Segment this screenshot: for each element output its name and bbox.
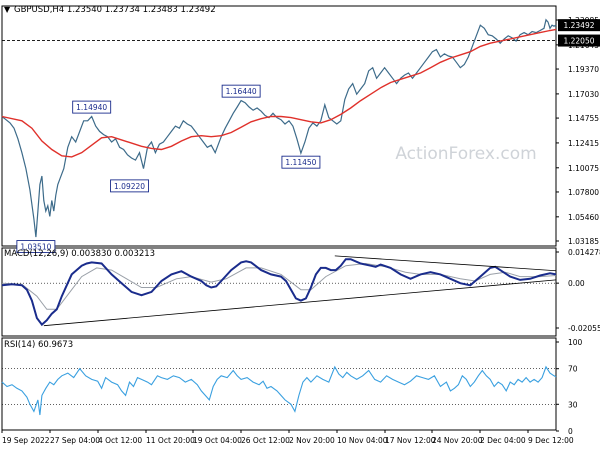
annotation-label: 1.11450 (285, 158, 316, 167)
panel-frames (1, 5, 557, 431)
x-tick-label: 11 Oct 20:00 (146, 436, 195, 445)
macd-y-tick-label: -0.020556 (568, 324, 600, 333)
macd-trendline (334, 255, 557, 272)
annotation-box (281, 155, 321, 169)
price-y-tick-label: 1.19370 (568, 65, 599, 74)
x-tick-label: 9 Dec 12:00 (528, 436, 574, 445)
price-header-text: GBPUSD,H4 1.23540 1.23734 1.23483 1.2349… (14, 5, 216, 15)
price-series-line (1, 18, 557, 238)
macd-line (1, 258, 557, 327)
x-tick-label: 2 Nov 20:00 (289, 436, 335, 445)
rsi-header-text: RSI(14) 60.9673 (4, 340, 73, 350)
price-annotation: 1.09220 (110, 179, 149, 193)
annotation-label: 1.14940 (76, 103, 107, 112)
x-tick-label: 19 Sep 2022 (2, 436, 50, 445)
annotation-box (16, 240, 56, 253)
price-y-tick-label: 1.05460 (568, 213, 599, 222)
price-y-tick-label: 1.12415 (568, 139, 599, 148)
x-tick-label: 26 Oct 12:00 (241, 436, 290, 445)
rsi-y-tick-label: 100 (568, 338, 583, 347)
macd-header-text: MACD(12,26,9) 0.003830 0.003213 (4, 249, 155, 259)
annotation-box (221, 84, 261, 98)
annotation-box (110, 179, 149, 193)
x-tick-label: 19 Oct 04:00 (193, 436, 242, 445)
price-annotation: 1.14940 (72, 100, 112, 114)
annotation-label: 1.16440 (226, 87, 257, 96)
x-tick-label: 2 Dec 04:00 (480, 436, 526, 445)
macd-signal-line (1, 262, 557, 310)
rsi-y-tick-label: 70 (568, 365, 578, 374)
sma-series-line (1, 28, 557, 158)
x-tick-label: 4 Oct 12:00 (98, 436, 142, 445)
price-panel-frame (1, 5, 557, 247)
price-annotation: 1.03510 (16, 240, 56, 253)
annotation-label: 1.09220 (114, 182, 145, 191)
macd-trendline (43, 279, 557, 327)
rsi-y-tick-label: 30 (568, 400, 578, 409)
watermark-layer: ActionForex.com (395, 144, 536, 164)
annotation-box (72, 100, 112, 114)
level-label: 1.22050 (563, 37, 594, 46)
price-annotation: 1.11450 (281, 155, 321, 169)
x-tick-label: 17 Nov 12:00 (385, 436, 436, 445)
panel-headers: ▼ GBPUSD,H4 1.23540 1.23734 1.23483 1.23… (4, 5, 216, 350)
current-price-box (558, 19, 600, 32)
price-y-tick-label: 1.17030 (568, 90, 599, 99)
price-y-tick-label: 1.14755 (568, 114, 599, 123)
rsi-line (1, 365, 557, 416)
price-annotation: 1.16440 (221, 84, 261, 98)
price-header-triangle: ▼ (4, 5, 11, 14)
level-box (558, 34, 600, 47)
macd-panel: 0.014278 0.00 -0.020556 (1, 248, 600, 333)
price-y-tick-label: 1.07800 (568, 188, 599, 197)
x-tick-label: 24 Nov 20:00 (432, 436, 483, 445)
price-y-tick-label: 1.03185 (568, 237, 599, 246)
rsi-panel: 100 70 30 0 (1, 338, 583, 436)
current-price-label: 1.23492 (563, 21, 594, 30)
rsi-panel-frame (1, 337, 557, 431)
macd-y-tick-label: 0.014278 (568, 248, 600, 257)
x-tick-label: 27 Sep 04:00 (50, 436, 100, 445)
x-tick-label: 10 Nov 04:00 (337, 436, 388, 445)
macd-panel-frame (1, 247, 557, 337)
rsi-y-tick-label: 0 (568, 427, 573, 436)
macd-y-tick-label: 0.00 (568, 279, 585, 288)
annotation-label: 1.03510 (20, 243, 51, 252)
price-panel: 1.239851.216451.193701.170301.147551.124… (1, 16, 600, 253)
watermark-text: ActionForex.com (395, 144, 536, 164)
price-y-tick-label: 1.10075 (568, 164, 599, 173)
x-axis: 19 Sep 2022 27 Sep 04:004 Oct 12:00 11 Oct… (1, 430, 574, 445)
